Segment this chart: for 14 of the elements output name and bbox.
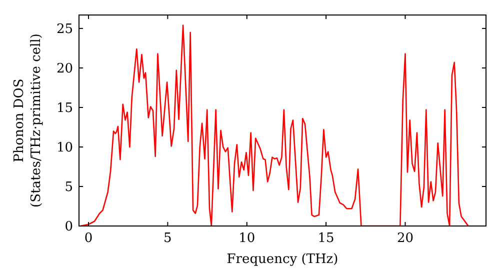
x-tick-label: 20 bbox=[396, 231, 414, 246]
y-tick-label: 20 bbox=[56, 61, 73, 76]
y-tick-label: 25 bbox=[56, 22, 73, 37]
x-tick-label: 10 bbox=[238, 231, 256, 246]
x-axis-title: Frequency (THz) bbox=[226, 252, 338, 267]
y-axis-title: Phonon DOS (States/THz·primitive cell) bbox=[12, 33, 44, 208]
y-tick-label: 10 bbox=[56, 140, 73, 156]
x-tick-label: 15 bbox=[318, 231, 334, 246]
x-tick-label: 0 bbox=[84, 231, 93, 246]
x-tick-label: 5 bbox=[164, 231, 172, 246]
line-series bbox=[80, 24, 469, 226]
y-tick-label: 0 bbox=[64, 220, 73, 234]
y-tick-label: 5 bbox=[64, 180, 73, 195]
y-tick-label: 15 bbox=[56, 100, 73, 116]
